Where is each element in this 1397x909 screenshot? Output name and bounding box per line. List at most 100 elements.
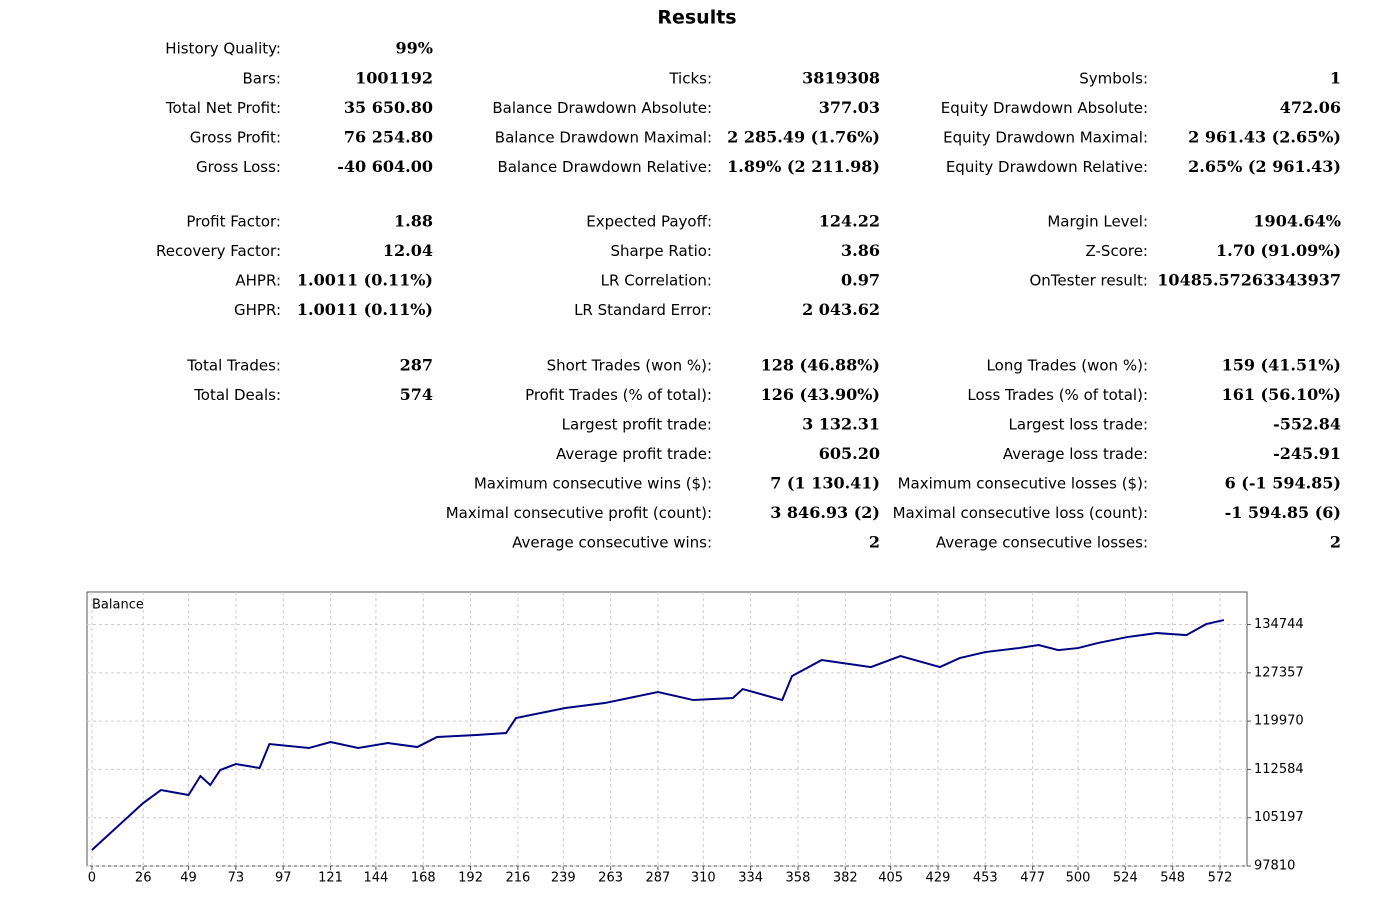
stat-value: -40 604.00 bbox=[337, 157, 433, 176]
chart-title: Balance bbox=[92, 598, 144, 613]
stat-value: 3 132.31 bbox=[802, 415, 880, 434]
stat-value: 0.97 bbox=[841, 271, 880, 290]
stat-value: 128 (46.88%) bbox=[761, 356, 880, 375]
x-tick-label: 548 bbox=[1160, 871, 1185, 886]
stat-label: GHPR: bbox=[234, 301, 281, 319]
stat-label: Profit Factor: bbox=[186, 213, 281, 231]
stat-label: Gross Profit: bbox=[190, 129, 281, 147]
x-tick-label: 239 bbox=[551, 871, 576, 886]
stat-value: 2.65% (2 961.43) bbox=[1188, 157, 1341, 176]
stat-value: 3819308 bbox=[802, 69, 880, 88]
x-tick-label: 477 bbox=[1020, 871, 1045, 886]
stat-label: Total Net Profit: bbox=[165, 99, 281, 117]
stat-label: Short Trades (won %): bbox=[547, 357, 712, 375]
stat-label: LR Standard Error: bbox=[574, 301, 712, 319]
y-tick-label: 105197 bbox=[1254, 810, 1304, 825]
stat-value: 3 846.93 (2) bbox=[770, 503, 880, 522]
stat-label: Maximum consecutive wins ($): bbox=[474, 475, 712, 493]
x-tick-label: 405 bbox=[878, 871, 903, 886]
x-tick-label: 97 bbox=[275, 871, 292, 886]
y-tick-label: 112584 bbox=[1254, 762, 1304, 777]
stat-label: Equity Drawdown Absolute: bbox=[941, 99, 1148, 117]
stat-label: Average consecutive wins: bbox=[512, 534, 712, 552]
x-tick-label: 144 bbox=[364, 871, 389, 886]
stat-value: 2 285.49 (1.76%) bbox=[727, 128, 880, 147]
stat-label: Average consecutive losses: bbox=[936, 534, 1148, 552]
stat-value: 1904.64% bbox=[1253, 212, 1341, 231]
x-tick-label: 192 bbox=[458, 871, 483, 886]
stat-label: Balance Drawdown Absolute: bbox=[492, 99, 712, 117]
stat-label: Total Deals: bbox=[193, 386, 281, 404]
stat-label: OnTester result: bbox=[1029, 272, 1148, 290]
stat-label: Maximum consecutive losses ($): bbox=[898, 475, 1148, 493]
stat-value: 1.0011 (0.11%) bbox=[297, 271, 433, 290]
x-tick-label: 73 bbox=[228, 871, 245, 886]
y-tick-label: 119970 bbox=[1254, 714, 1304, 729]
x-tick-label: 0 bbox=[88, 871, 96, 886]
stat-value: 6 (-1 594.85) bbox=[1225, 474, 1341, 493]
stat-label: LR Correlation: bbox=[601, 272, 712, 290]
stat-label: Equity Drawdown Maximal: bbox=[943, 129, 1148, 147]
stat-label: Largest profit trade: bbox=[562, 416, 712, 434]
stat-value: 99% bbox=[396, 39, 433, 58]
x-tick-label: 572 bbox=[1208, 871, 1233, 886]
stat-value: 161 (56.10%) bbox=[1222, 385, 1341, 404]
stat-label: Symbols: bbox=[1079, 70, 1148, 88]
stat-value: 1.89% (2 211.98) bbox=[727, 157, 880, 176]
stat-label: AHPR: bbox=[235, 272, 281, 290]
stat-label: Z-Score: bbox=[1086, 242, 1149, 260]
stat-value: 126 (43.90%) bbox=[761, 385, 880, 404]
stat-value: 1 bbox=[1330, 69, 1341, 88]
x-tick-label: 26 bbox=[135, 871, 152, 886]
x-tick-label: 121 bbox=[318, 871, 343, 886]
stat-label: Average loss trade: bbox=[1003, 445, 1148, 463]
x-tick-label: 358 bbox=[786, 871, 811, 886]
stat-label: Long Trades (won %): bbox=[987, 357, 1148, 375]
stat-label: Average profit trade: bbox=[556, 445, 712, 463]
stat-value: 2 043.62 bbox=[802, 300, 880, 319]
stat-value: 10485.57263343937 bbox=[1157, 271, 1341, 290]
y-tick-label: 134744 bbox=[1254, 617, 1304, 632]
stat-value: 7 (1 130.41) bbox=[770, 474, 880, 493]
stat-value: 2 bbox=[1330, 533, 1341, 552]
stat-label: Gross Loss: bbox=[196, 158, 281, 176]
stat-value: 472.06 bbox=[1280, 98, 1341, 117]
title: Results bbox=[657, 7, 736, 29]
stat-label: Profit Trades (% of total): bbox=[525, 386, 712, 404]
y-tick-label: 97810 bbox=[1254, 859, 1295, 874]
stat-label: Recovery Factor: bbox=[156, 242, 281, 260]
stat-value: 377.03 bbox=[819, 98, 880, 117]
stat-value: 2 961.43 (2.65%) bbox=[1188, 128, 1341, 147]
stat-label: Balance Drawdown Relative: bbox=[497, 158, 712, 176]
stat-label: Maximal consecutive loss (count): bbox=[893, 504, 1148, 522]
stat-value: 287 bbox=[400, 356, 433, 375]
stat-label: Bars: bbox=[242, 70, 281, 88]
balance-line bbox=[91, 619, 1225, 851]
stat-value: -552.84 bbox=[1273, 415, 1341, 434]
stat-label: Equity Drawdown Relative: bbox=[946, 158, 1148, 176]
stat-value: -245.91 bbox=[1273, 444, 1341, 463]
stat-value: 76 254.80 bbox=[344, 128, 433, 147]
stat-value: 1.70 (91.09%) bbox=[1216, 241, 1341, 260]
stat-value: 12.04 bbox=[383, 241, 433, 260]
x-tick-label: 500 bbox=[1066, 871, 1091, 886]
x-tick-label: 216 bbox=[505, 871, 530, 886]
x-tick-label: 287 bbox=[646, 871, 671, 886]
stat-value: 159 (41.51%) bbox=[1222, 356, 1341, 375]
stat-value: -1 594.85 (6) bbox=[1225, 503, 1341, 522]
stat-label: History Quality: bbox=[165, 40, 281, 58]
stat-label: Balance Drawdown Maximal: bbox=[495, 129, 712, 147]
stat-value: 124.22 bbox=[819, 212, 880, 231]
x-tick-label: 310 bbox=[691, 871, 716, 886]
x-tick-label: 263 bbox=[598, 871, 623, 886]
plot-frame bbox=[86, 591, 1248, 867]
stat-label: Loss Trades (% of total): bbox=[967, 386, 1148, 404]
stat-value: 1001192 bbox=[355, 69, 433, 88]
stat-value: 35 650.80 bbox=[344, 98, 433, 117]
x-tick-label: 429 bbox=[926, 871, 951, 886]
stat-label: Sharpe Ratio: bbox=[611, 242, 712, 260]
x-tick-label: 453 bbox=[973, 871, 998, 886]
stat-label: Ticks: bbox=[668, 70, 712, 88]
